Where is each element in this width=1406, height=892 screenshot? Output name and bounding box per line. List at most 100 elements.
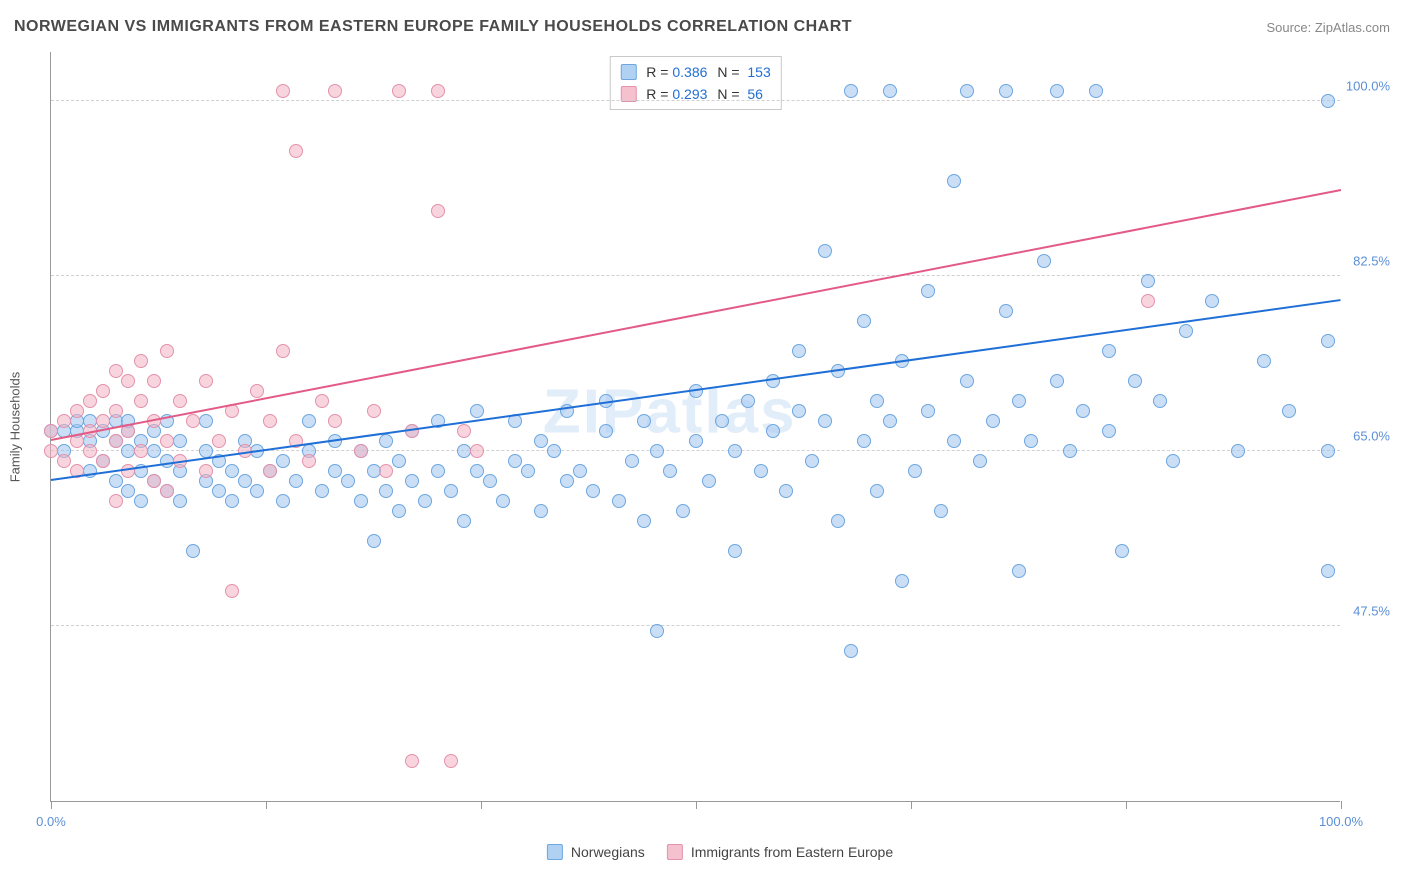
data-point <box>1012 394 1026 408</box>
legend-swatch <box>620 64 636 80</box>
data-point <box>625 454 639 468</box>
data-point <box>986 414 1000 428</box>
data-point <box>444 484 458 498</box>
data-point <box>70 404 84 418</box>
data-point <box>199 464 213 478</box>
data-point <box>392 454 406 468</box>
data-point <box>947 434 961 448</box>
stat-n: N = 153 <box>717 64 770 80</box>
data-point <box>263 414 277 428</box>
plot-area: ZIPatlas Family Households R = 0.386N = … <box>50 52 1340 802</box>
data-point <box>431 84 445 98</box>
data-point <box>1141 274 1155 288</box>
data-point <box>1063 444 1077 458</box>
data-point <box>276 344 290 358</box>
data-point <box>263 464 277 478</box>
data-point <box>457 424 471 438</box>
data-point <box>1102 424 1116 438</box>
data-point <box>147 444 161 458</box>
data-point <box>960 374 974 388</box>
data-point <box>225 494 239 508</box>
data-point <box>1128 374 1142 388</box>
data-point <box>96 454 110 468</box>
data-point <box>947 174 961 188</box>
y-tick-label: 82.5% <box>1349 254 1394 269</box>
y-tick-label: 100.0% <box>1342 79 1394 94</box>
x-tick <box>1341 801 1342 809</box>
data-point <box>560 474 574 488</box>
data-point <box>741 394 755 408</box>
data-point <box>225 584 239 598</box>
y-tick-label: 65.0% <box>1349 429 1394 444</box>
data-point <box>199 374 213 388</box>
x-tick-label: 100.0% <box>1319 814 1363 829</box>
data-point <box>212 434 226 448</box>
data-point <box>1321 444 1335 458</box>
data-point <box>895 574 909 588</box>
data-point <box>289 144 303 158</box>
data-point <box>1179 324 1193 338</box>
data-point <box>883 414 897 428</box>
data-point <box>392 504 406 518</box>
data-point <box>367 534 381 548</box>
data-point <box>508 454 522 468</box>
data-point <box>586 484 600 498</box>
data-point <box>1141 294 1155 308</box>
data-point <box>341 474 355 488</box>
data-point <box>134 494 148 508</box>
data-point <box>315 394 329 408</box>
correlation-stats-box: R = 0.386N = 153R = 0.293N = 56 <box>609 56 781 110</box>
x-tick <box>481 801 482 809</box>
data-point <box>1282 404 1296 418</box>
data-point <box>999 84 1013 98</box>
data-point <box>1231 444 1245 458</box>
data-point <box>83 444 97 458</box>
data-point <box>173 494 187 508</box>
data-point <box>534 504 548 518</box>
data-point <box>57 414 71 428</box>
data-point <box>960 84 974 98</box>
data-point <box>96 414 110 428</box>
data-point <box>457 514 471 528</box>
data-point <box>766 374 780 388</box>
chart-container: ZIPatlas Family Households R = 0.386N = … <box>50 52 1390 832</box>
data-point <box>1076 404 1090 418</box>
data-point <box>121 374 135 388</box>
data-point <box>1321 334 1335 348</box>
data-point <box>702 474 716 488</box>
data-point <box>792 344 806 358</box>
data-point <box>637 414 651 428</box>
data-point <box>870 484 884 498</box>
data-point <box>109 434 123 448</box>
data-point <box>276 454 290 468</box>
data-point <box>857 314 871 328</box>
data-point <box>1321 564 1335 578</box>
data-point <box>1257 354 1271 368</box>
data-point <box>1050 84 1064 98</box>
data-point <box>496 494 510 508</box>
data-point <box>1089 84 1103 98</box>
data-point <box>379 434 393 448</box>
watermark: ZIPatlas <box>543 376 797 447</box>
legend-label: Norwegians <box>571 844 645 860</box>
grid-line <box>51 625 1340 626</box>
y-tick-label: 47.5% <box>1349 604 1394 619</box>
data-point <box>883 84 897 98</box>
data-point <box>470 464 484 478</box>
data-point <box>328 464 342 478</box>
data-point <box>431 204 445 218</box>
stat-row: R = 0.386N = 153 <box>620 61 770 83</box>
data-point <box>844 84 858 98</box>
data-point <box>431 464 445 478</box>
data-point <box>1166 454 1180 468</box>
data-point <box>689 434 703 448</box>
data-point <box>315 484 329 498</box>
data-point <box>1012 564 1026 578</box>
data-point <box>83 394 97 408</box>
data-point <box>1115 544 1129 558</box>
data-point <box>728 444 742 458</box>
data-point <box>238 474 252 488</box>
data-point <box>109 404 123 418</box>
data-point <box>134 394 148 408</box>
data-point <box>367 464 381 478</box>
